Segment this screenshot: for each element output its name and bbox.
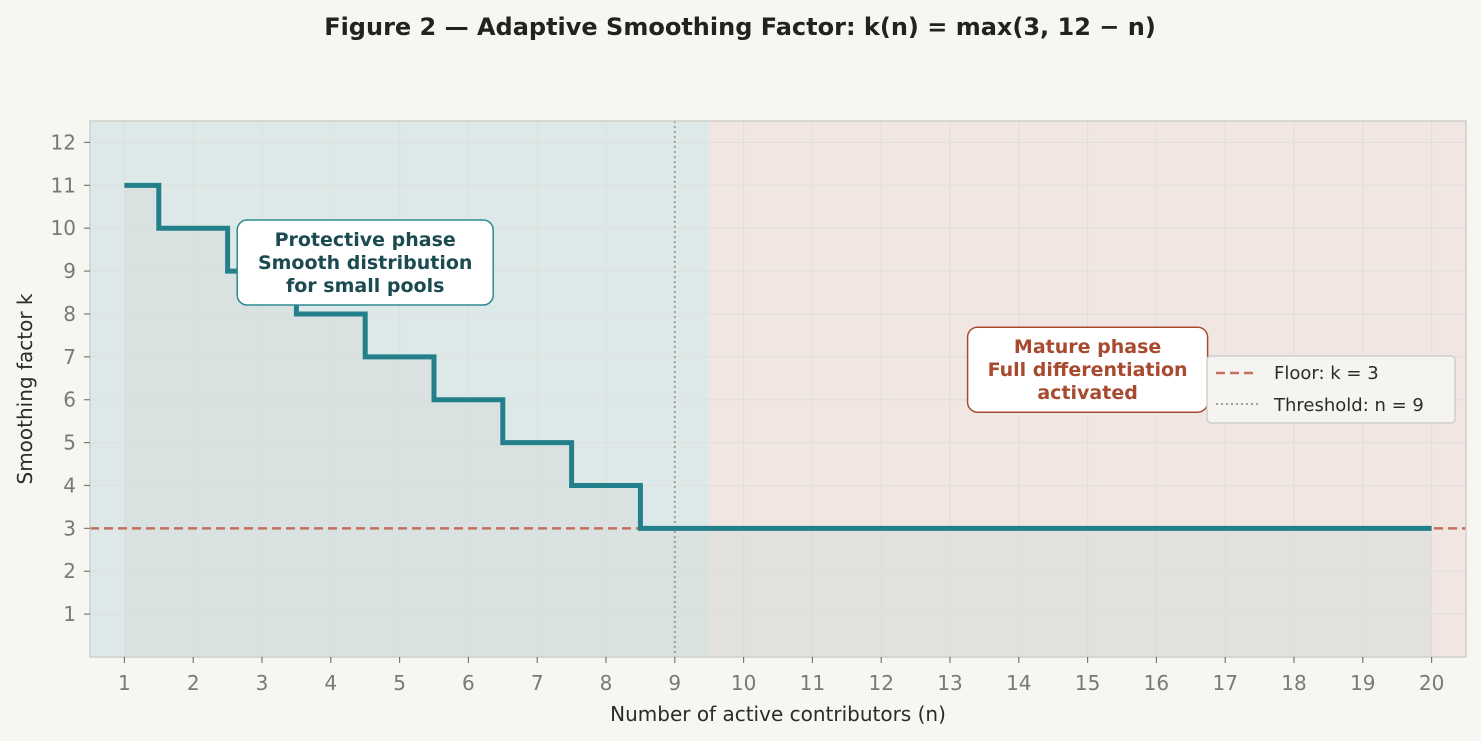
legend-threshold-label: Threshold: n = 9 [1273,395,1424,416]
y-tick-label: 7 [63,345,76,369]
legend-box [1206,355,1456,424]
y-tick-label: 8 [63,302,76,326]
x-tick-label: 13 [937,671,962,695]
mature-phase-text: Full differentiation [988,359,1188,381]
x-tick-label: 9 [668,671,681,695]
chart-title: Figure 2 — Adaptive Smoothing Factor: k(… [324,13,1156,41]
protective-phase-text: Smooth distribution [258,252,473,274]
plot-frame [89,120,1467,658]
x-tick-label: 14 [1006,671,1031,695]
plot-border [89,120,1467,658]
x-tick-label: 10 [731,671,756,695]
x-tick-label: 12 [868,671,893,695]
protective-phase-text: for small pools [286,275,444,297]
y-axis-label: Smoothing factor k [13,293,37,484]
x-tick-label: 4 [324,671,337,695]
mature-phase-text: Mature phase [1014,336,1161,358]
y-tick-label: 12 [51,130,76,154]
y-tick-label: 1 [63,602,76,626]
x-tick-label: 7 [531,671,544,695]
x-tick-label: 6 [462,671,475,695]
protective-phase-text: Protective phase [275,229,456,251]
x-tick-label: 5 [393,671,406,695]
x-tick-label: 8 [600,671,613,695]
x-tick-label: 3 [256,671,269,695]
y-tick-label: 4 [63,473,76,497]
x-tick-label: 11 [800,671,825,695]
y-tick-label: 5 [63,431,76,455]
x-tick-label: 19 [1350,671,1375,695]
legend-floor-label: Floor: k = 3 [1274,363,1379,384]
x-tick-label: 20 [1419,671,1444,695]
x-axis-ticks: 1 2 3 4 5 6 7 8 9 10 11 12 13 14 15 16 17 18 19 20 [118,657,1444,695]
y-tick-label: 6 [63,388,76,412]
x-tick-label: 1 [118,671,131,695]
x-tick-label: 15 [1075,671,1100,695]
protective-phase-box [236,219,494,306]
x-tick-label: 18 [1281,671,1306,695]
x-tick-label: 2 [187,671,200,695]
x-tick-label: 16 [1144,671,1169,695]
legend: Floor: k = 3 Threshold: n = 9 [1206,355,1456,424]
area-fill [124,185,1432,657]
y-tick-label: 3 [63,516,76,540]
y-tick-label: 11 [51,173,76,197]
x-tick-label: 17 [1212,671,1237,695]
y-tick-label: 2 [63,559,76,583]
mature-phase-text: activated [1037,382,1137,404]
y-tick-label: 9 [63,259,76,283]
y-tick-label: 10 [51,216,76,240]
area-under-curve [124,185,1432,657]
x-axis-label: Number of active contributors (n) [610,702,946,726]
